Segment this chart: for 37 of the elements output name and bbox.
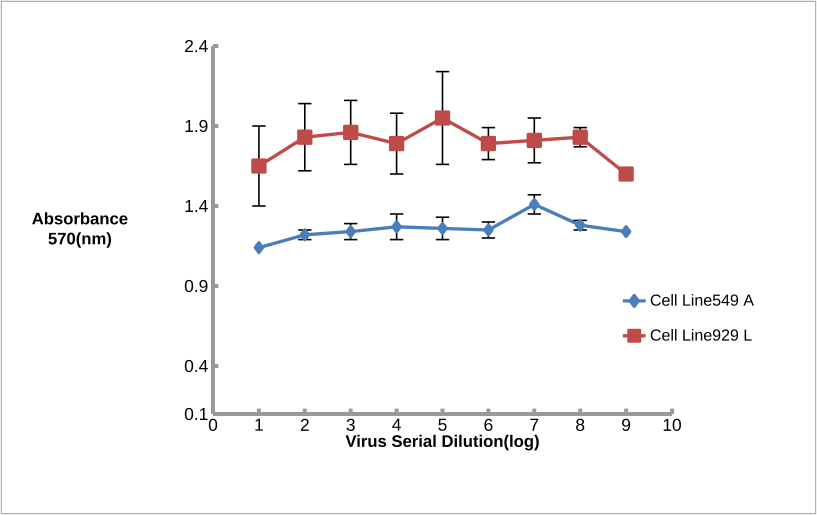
- point: [388, 136, 404, 152]
- x-tick-label: 2: [300, 418, 309, 431]
- x-tick-label: 5: [438, 418, 447, 431]
- legend-label: Cell Line549 A: [650, 294, 754, 306]
- point: [572, 130, 588, 145]
- y-tick-label: 0.4: [184, 360, 208, 372]
- point: [391, 220, 402, 234]
- x-tick-label: 1: [255, 418, 263, 431]
- y-tick-label: 1.9: [186, 120, 208, 132]
- y-axis-title: Absorbance 570(nm): [32, 212, 128, 248]
- point: [526, 132, 542, 148]
- x-tick-label: 6: [484, 418, 492, 431]
- point: [620, 225, 632, 238]
- legend-label: Cell Line929 L: [650, 328, 752, 341]
- x-axis-title: Virus Serial Dilution(log): [346, 434, 539, 450]
- point: [343, 124, 358, 140]
- point: [618, 166, 634, 182]
- point: [251, 158, 267, 174]
- x-tick-label: 7: [530, 418, 538, 431]
- x-tick-label: 10: [664, 418, 681, 431]
- point: [480, 136, 496, 152]
- y-tick-label: 0.1: [184, 408, 208, 420]
- point: [574, 218, 586, 232]
- point: [529, 198, 540, 211]
- point: [297, 130, 312, 145]
- point: [254, 241, 264, 254]
- y-tick-label: 0.9: [184, 280, 208, 292]
- x-tick-label: 0: [208, 418, 218, 431]
- x-tick-label: 4: [392, 418, 401, 431]
- y-tick-label: 2.4: [185, 40, 208, 52]
- point: [434, 110, 450, 126]
- x-tick-label: 3: [346, 418, 355, 431]
- x-tick-label: 8: [576, 418, 584, 431]
- point: [437, 222, 448, 235]
- point: [300, 228, 310, 242]
- y-tick-label: 1.4: [186, 200, 208, 212]
- x-tick-label: 9: [622, 418, 630, 431]
